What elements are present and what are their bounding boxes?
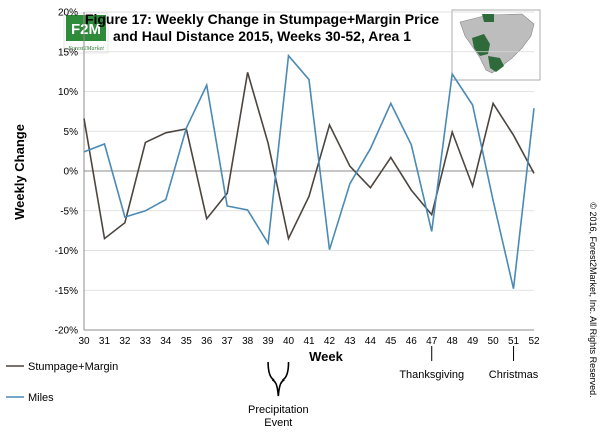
x-tick-label: 45 — [385, 336, 397, 347]
annotations: Precipitation Event Thanksgiving Christm… — [248, 346, 539, 429]
chart-title-line-1: Figure 17: Weekly Change in Stumpage+Mar… — [85, 11, 439, 27]
x-tick-label: 36 — [201, 336, 213, 347]
logo-main-text: F2M — [71, 21, 101, 38]
legend: Stumpage+Margin Miles — [6, 361, 118, 404]
x-tick-label: 35 — [181, 336, 193, 347]
x-tick-label: 41 — [303, 336, 315, 347]
y-tick-label: -5% — [60, 206, 78, 217]
y-tick-label: 20% — [58, 8, 78, 19]
chart-title: Figure 17: Weekly Change in Stumpage+Mar… — [85, 11, 439, 44]
x-tick-label: 40 — [283, 336, 295, 347]
chart-title-line-2: and Haul Distance 2015, Weeks 30-52, Are… — [113, 28, 411, 44]
y-axis-ticks: -20% -15% -10% -5% 0% 5% 10% 15% 20% — [55, 8, 78, 337]
y-tick-label: -10% — [55, 246, 78, 257]
x-axis-title: Week — [309, 349, 343, 364]
highlighted-region — [472, 34, 490, 56]
x-tick-label: 31 — [99, 336, 111, 347]
annotation-christmas: Christmas — [489, 369, 539, 381]
y-tick-label: -15% — [55, 286, 78, 297]
x-tick-label: 37 — [222, 336, 234, 347]
series-lines — [83, 53, 535, 289]
x-tick-label: 44 — [365, 336, 377, 347]
gridlines — [83, 11, 534, 331]
inset-map — [451, 9, 541, 81]
x-tick-label: 32 — [119, 336, 131, 347]
series-line-stumpage-margin — [83, 72, 535, 242]
x-tick-label: 43 — [344, 336, 356, 347]
x-tick-label: 48 — [447, 336, 459, 347]
annotation-precipitation-line-1: Precipitation — [248, 404, 309, 416]
x-tick-label: 51 — [508, 336, 520, 347]
legend-label-miles: Miles — [28, 392, 54, 404]
x-tick-label: 52 — [528, 336, 540, 347]
x-tick-label: 39 — [263, 336, 275, 347]
legend-label-stumpage: Stumpage+Margin — [28, 361, 118, 373]
x-tick-label: 34 — [160, 336, 172, 347]
brace-precipitation — [267, 361, 290, 397]
annotation-thanksgiving: Thanksgiving — [399, 369, 464, 381]
annotation-precipitation-line-2: Event — [264, 417, 292, 429]
series-line-miles — [83, 53, 535, 289]
y-tick-label: 5% — [64, 127, 79, 138]
x-tick-label: 50 — [488, 336, 500, 347]
copyright-notice: © 2016, Forest2Market, Inc. All Rights R… — [588, 202, 598, 397]
y-tick-label: -20% — [55, 326, 78, 337]
x-axis-ticks: 30 31 32 33 34 35 36 37 38 39 40 41 42 43 44 45 46 47 48 49… — [78, 336, 540, 347]
x-tick-label: 38 — [242, 336, 254, 347]
highlighted-region — [488, 56, 504, 72]
state-outline — [459, 13, 535, 74]
x-tick-label: 46 — [406, 336, 418, 347]
logo-sub-text: Forest2Market — [67, 46, 104, 52]
f2m-logo: F2M Forest2Market — [63, 12, 109, 54]
x-tick-label: 33 — [140, 336, 152, 347]
highlighted-region — [482, 14, 494, 22]
y-tick-label: 0% — [64, 167, 79, 178]
y-tick-label: 10% — [58, 87, 78, 98]
x-tick-label: 30 — [78, 336, 90, 347]
y-axis-title: Weekly Change — [12, 124, 27, 220]
y-tick-label: 15% — [58, 47, 78, 58]
x-tick-label: 47 — [426, 336, 438, 347]
x-tick-label: 49 — [467, 336, 479, 347]
x-tick-label: 42 — [324, 336, 336, 347]
